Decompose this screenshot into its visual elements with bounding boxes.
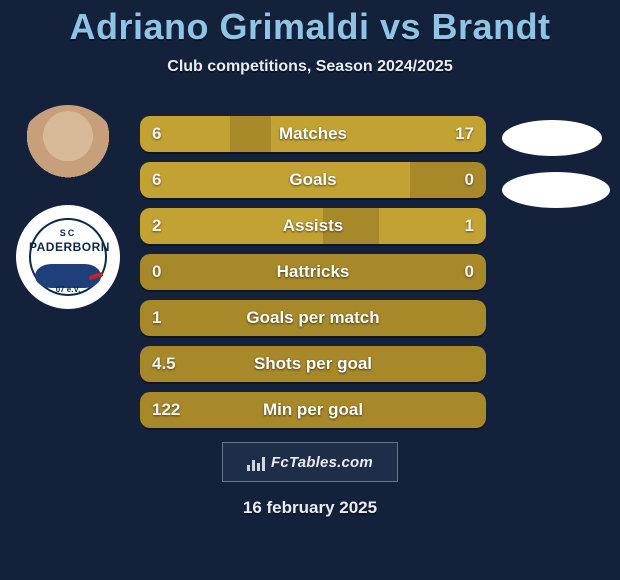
club-badge-name: PADERBORN [29,240,107,254]
stat-right-value [462,346,486,382]
stat-right-value: 0 [453,162,486,198]
club-badge-year: 07 e.V. [29,285,107,294]
subtitle: Club competitions, Season 2024/2025 [0,58,620,76]
right-column [482,120,602,224]
watermark-box: FcTables.com [222,442,398,482]
stat-row: 122Min per goal [140,392,486,428]
stat-right-value: 17 [443,116,486,152]
stat-right-value [462,300,486,336]
stat-metric-label: Goals [140,162,486,198]
stat-row: 6Goals0 [140,162,486,198]
stat-metric-label: Assists [140,208,486,244]
club-avatar: SC PADERBORN 07 e.V. [16,205,120,309]
stat-metric-label: Min per goal [140,392,486,428]
player-avatar [16,105,120,209]
date-label: 16 february 2025 [0,498,620,518]
opponent-photo-placeholder [502,120,602,156]
watermark-icon [247,453,265,471]
stat-metric-label: Matches [140,116,486,152]
stat-row: 0Hattricks0 [140,254,486,290]
stat-right-value [462,392,486,428]
stats-chart: 6Matches176Goals02Assists10Hattricks01Go… [140,116,486,438]
opponent-club-placeholder [502,172,610,208]
stat-right-value: 0 [453,254,486,290]
club-badge: SC PADERBORN 07 e.V. [29,218,107,296]
stat-row: 2Assists1 [140,208,486,244]
club-badge-container: SC PADERBORN 07 e.V. [16,205,120,309]
stat-right-value: 1 [453,208,486,244]
left-column: SC PADERBORN 07 e.V. [8,105,128,309]
stat-metric-label: Hattricks [140,254,486,290]
player-photo-placeholder [16,105,120,209]
stat-row: 6Matches17 [140,116,486,152]
page-title: Adriano Grimaldi vs Brandt [0,0,620,48]
club-badge-top: SC [29,228,107,238]
stat-row: 1Goals per match [140,300,486,336]
watermark-text: FcTables.com [271,454,373,471]
stat-metric-label: Shots per goal [140,346,486,382]
stat-row: 4.5Shots per goal [140,346,486,382]
stat-metric-label: Goals per match [140,300,486,336]
